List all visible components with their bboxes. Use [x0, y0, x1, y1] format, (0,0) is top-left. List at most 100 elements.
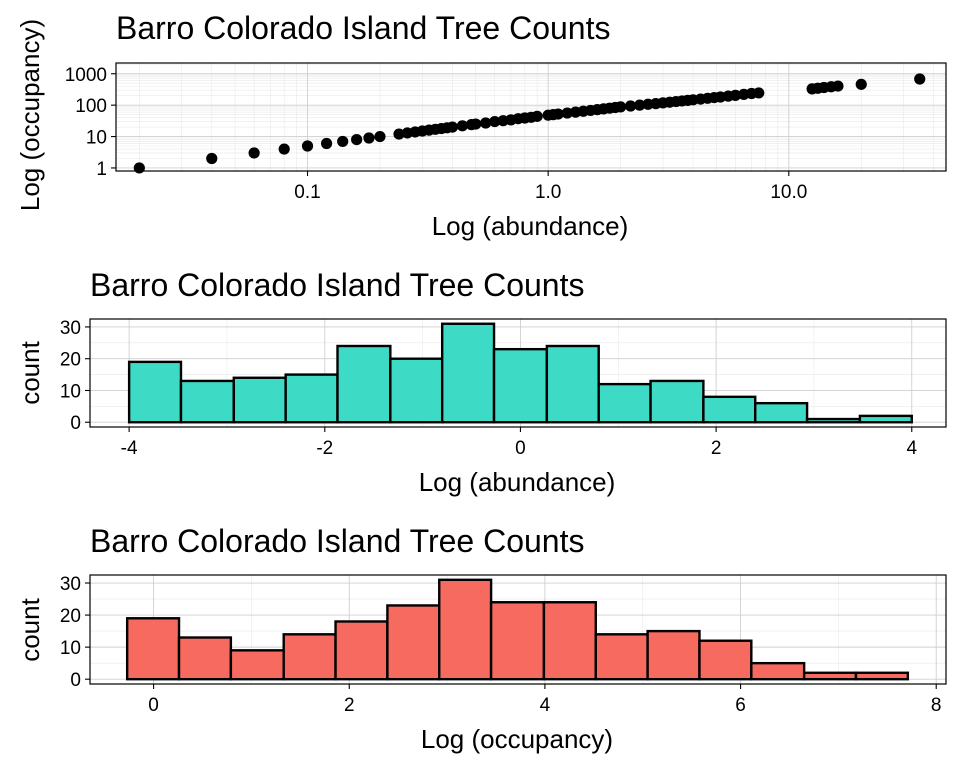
abundance-histogram-bar — [702, 395, 757, 424]
scatter-point — [480, 117, 492, 129]
abundance-histogram-x-tick-label: -2 — [316, 438, 333, 459]
occupancy-histogram-bar — [386, 604, 441, 681]
abundance-histogram-bar — [649, 379, 705, 424]
scatter-point — [615, 101, 627, 113]
scatter-point — [301, 140, 314, 152]
abundance-histogram-ticks: -4 -2 0 2 4 0 10 20 30 — [60, 318, 918, 459]
occupancy-histogram-x-tick-label: 2 — [344, 695, 355, 716]
abundance-histogram-y-tick-label: 20 — [60, 350, 81, 371]
scatter-point — [634, 99, 646, 111]
occupancy-histogram-y-tick-label: 30 — [60, 574, 81, 595]
occupancy-histogram-x-axis-title: Log (occupancy) — [421, 724, 613, 754]
abundance-histogram-bar — [492, 347, 549, 424]
scatter-point — [729, 89, 742, 101]
occupancy-histogram-bar — [750, 661, 806, 681]
abundance-histogram-bar — [858, 414, 913, 424]
abundance-histogram-x-tick-label: -4 — [121, 438, 138, 459]
occupancy-histogram-bar — [854, 671, 910, 681]
occupancy-histogram-bar — [594, 633, 649, 681]
scatter-y-tick-label: 1000 — [65, 65, 107, 86]
occupancy-histogram-bar — [229, 649, 285, 681]
scatter-point — [470, 118, 482, 130]
abundance-histogram-bar — [336, 344, 392, 424]
abundance-histogram-x-tick-label: 2 — [711, 438, 722, 459]
scatter-point — [206, 152, 218, 165]
scatter-point — [278, 143, 290, 155]
abundance-histogram-x-axis-title: Log (abundance) — [419, 467, 616, 497]
occupancy-histogram-x-tick-label: 0 — [148, 695, 159, 716]
scatter-grid — [116, 63, 946, 171]
scatter-x-axis-title: Log (abundance) — [432, 211, 629, 241]
scatter-point — [393, 128, 405, 140]
occupancy-histogram-panel: Barro Colorado Island Tree Counts 0 2 4 6 80… — [15, 523, 947, 754]
occupancy-histogram-bar — [177, 636, 233, 681]
occupancy-histogram-bar — [698, 639, 753, 681]
abundance-histogram-bar — [440, 322, 496, 424]
scatter-point — [531, 110, 543, 122]
abundance-histogram-bars — [127, 322, 913, 424]
occupancy-histogram-bar — [646, 629, 701, 681]
occupancy-histogram-y-tick-label: 20 — [60, 606, 81, 627]
abundance-histogram-bar — [284, 373, 339, 424]
abundance-histogram-x-tick-label: 4 — [906, 438, 917, 459]
occupancy-histogram-y-axis-title: count — [15, 597, 45, 661]
scatter-points — [133, 73, 926, 174]
scatter-point — [489, 115, 501, 128]
occupancy-histogram-y-tick-label: 0 — [70, 670, 81, 691]
scatter-point — [832, 80, 844, 92]
abundance-histogram-y-tick-label: 10 — [60, 381, 81, 402]
occupancy-histogram-bar — [542, 601, 597, 681]
scatter-point — [374, 130, 386, 143]
occupancy-histogram-y-tick-label: 10 — [60, 638, 81, 659]
scatter-x-tick-label: 10.0 — [770, 182, 807, 203]
scatter-y-tick-label: 100 — [75, 96, 107, 117]
abundance-histogram-bar — [179, 379, 236, 424]
scatter-point — [446, 121, 459, 133]
abundance-histogram-bar — [389, 357, 444, 424]
occupancy-histogram-bar — [125, 617, 181, 681]
abundance-histogram-title: Barro Colorado Island Tree Counts — [90, 267, 584, 303]
abundance-histogram-y-axis-title: count — [15, 340, 45, 404]
abundance-histogram-x-tick-label: 0 — [515, 438, 526, 459]
abundance-histogram-bar — [545, 344, 600, 424]
scatter-ticks: 0.1 1.0 10.0 1 10 100 1000 — [65, 65, 808, 203]
occupancy-histogram-bar — [334, 620, 389, 681]
scatter-point — [552, 108, 564, 120]
scatter-x-tick-label: 0.1 — [294, 182, 320, 203]
occupancy-histogram-x-tick-label: 4 — [540, 695, 551, 716]
scatter-point — [456, 120, 468, 132]
scatter-point — [753, 87, 765, 99]
scatter-point — [320, 137, 333, 150]
scatter-panel: Barro Colorado Island Tree Counts 0.1 1.0… — [15, 10, 947, 241]
abundance-histogram-bar — [597, 382, 652, 424]
scatter-point — [248, 147, 260, 159]
occupancy-histogram-ticks: 0 2 4 6 8 0 10 20 30 — [60, 574, 942, 716]
scatter-y-tick-label: 10 — [86, 128, 107, 149]
abundance-histogram-bar — [127, 360, 183, 424]
scatter-point — [855, 78, 867, 90]
abundance-histogram-bar — [805, 417, 862, 424]
scatter-y-axis-title: Log (occupancy) — [15, 19, 45, 211]
scatter-point — [561, 107, 573, 119]
scatter-point — [624, 100, 637, 112]
occupancy-histogram-bar — [802, 671, 858, 681]
scatter-point — [133, 162, 145, 174]
scatter-panel-border — [115, 62, 947, 172]
scatter-title: Barro Colorado Island Tree Counts — [116, 10, 610, 46]
abundance-histogram-y-tick-label: 30 — [60, 318, 81, 339]
occupancy-histogram-panel-border — [89, 574, 947, 685]
scatter-point — [363, 132, 375, 144]
abundance-histogram-panel: Barro Colorado Island Tree Counts -4 -2 0 2… — [15, 267, 947, 497]
abundance-histogram-bar — [754, 401, 809, 424]
occupancy-histogram-x-tick-label: 8 — [931, 695, 942, 716]
occupancy-histogram-title: Barro Colorado Island Tree Counts — [90, 523, 584, 559]
occupancy-histogram-x-tick-label: 6 — [735, 695, 746, 716]
scatter-point — [914, 73, 926, 85]
occupancy-histogram-bar — [282, 633, 337, 681]
scatter-y-tick-label: 1 — [96, 159, 107, 180]
scatter-x-tick-label: 1.0 — [535, 182, 561, 203]
scatter-point — [351, 133, 363, 146]
abundance-histogram-panel-border — [89, 318, 947, 428]
occupancy-histogram-bar — [438, 578, 493, 681]
